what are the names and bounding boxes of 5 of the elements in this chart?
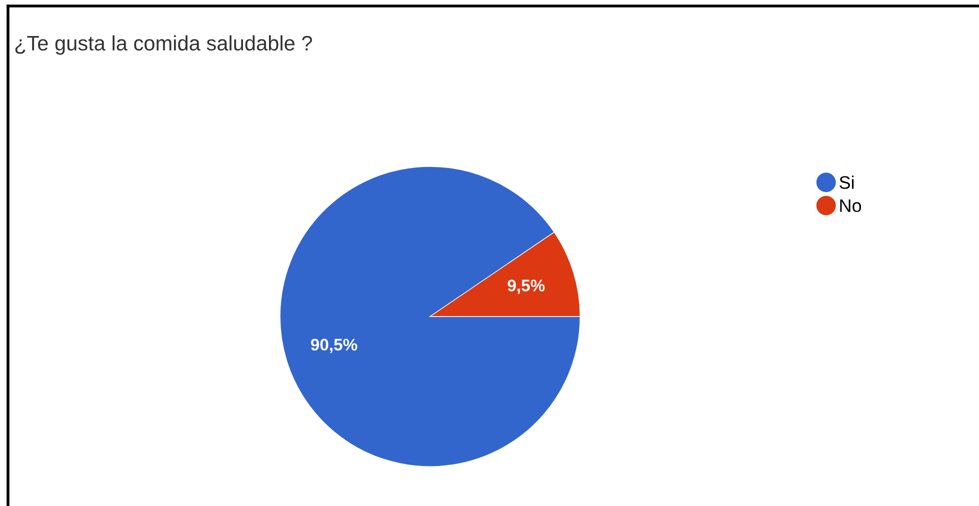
legend-label: No [840,199,862,212]
data-label: 90,5% [310,338,358,353]
legend-label: Si [840,176,854,189]
data-label: 9,5% [508,280,545,294]
chart-title: ¿Te gusta la comida saludable ? [15,35,312,55]
